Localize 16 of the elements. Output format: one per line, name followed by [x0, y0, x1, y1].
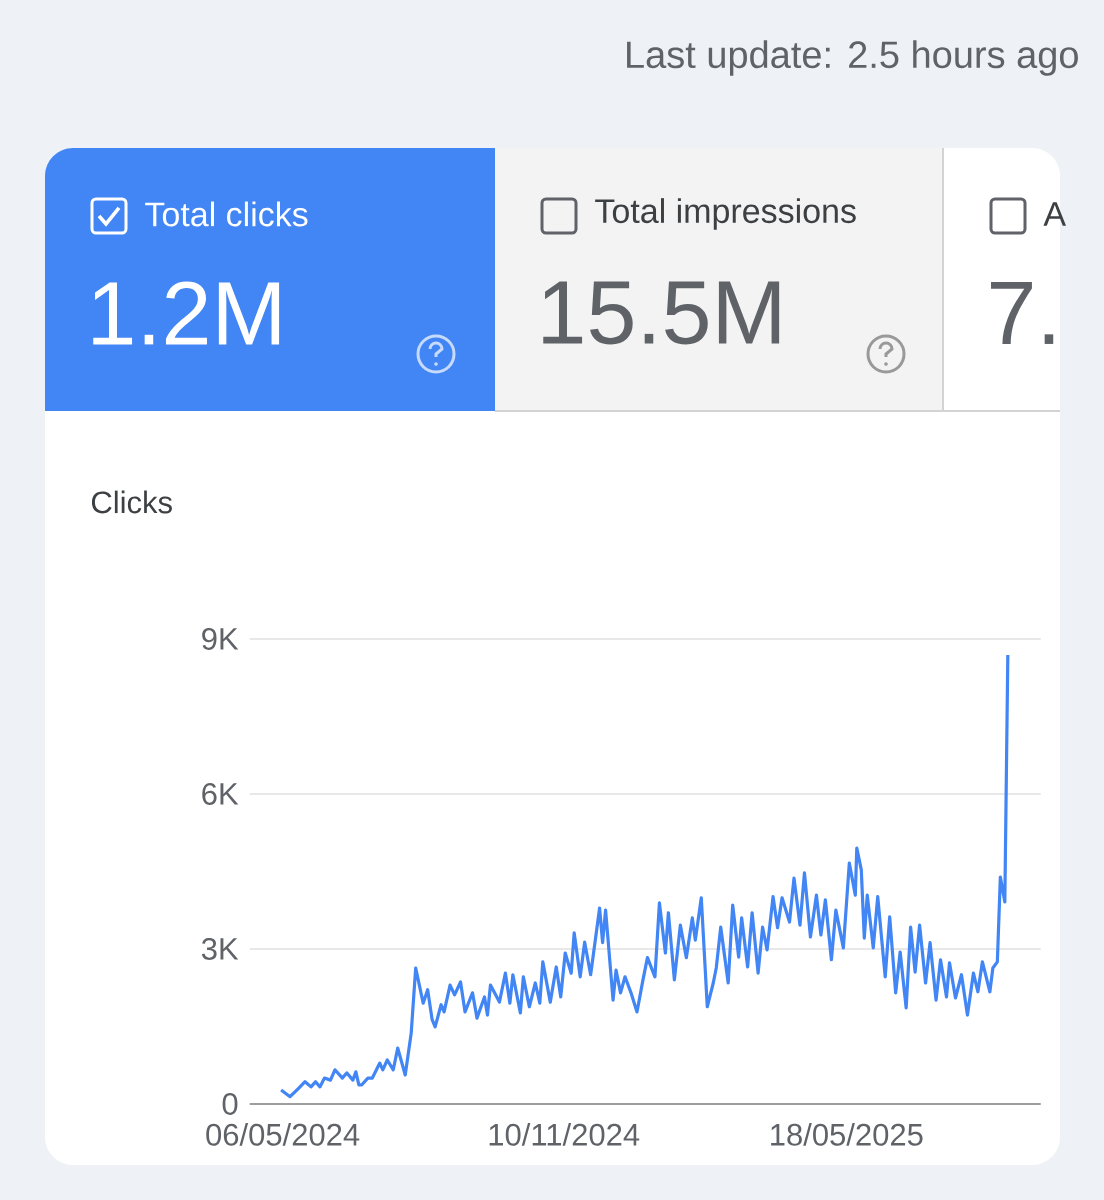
x-tick-label: 06/05/2024: [206, 1122, 360, 1146]
y-tick-label: 6K: [202, 782, 239, 805]
text: 15.5M: [543, 281, 780, 345]
y-axis-title: Clicks: [91, 490, 172, 514]
text: 7.: [991, 282, 1054, 344]
text: Total clicks: [145, 201, 308, 227]
text: 1.2M: [93, 281, 280, 345]
x-tick-label: 10/11/2024: [489, 1122, 640, 1146]
text: Last update: 2.5 hours ago: [627, 40, 1078, 76]
text: Total impressions: [595, 198, 856, 230]
text: A: [1043, 202, 1067, 226]
y-tick-label: 9K: [202, 627, 239, 650]
line-series: [279, 653, 1010, 1099]
x-tick-label: 18/05/2025: [771, 1122, 923, 1146]
y-tick-label: 3K: [201, 937, 239, 960]
y-tick-label: 0: [222, 1092, 238, 1115]
